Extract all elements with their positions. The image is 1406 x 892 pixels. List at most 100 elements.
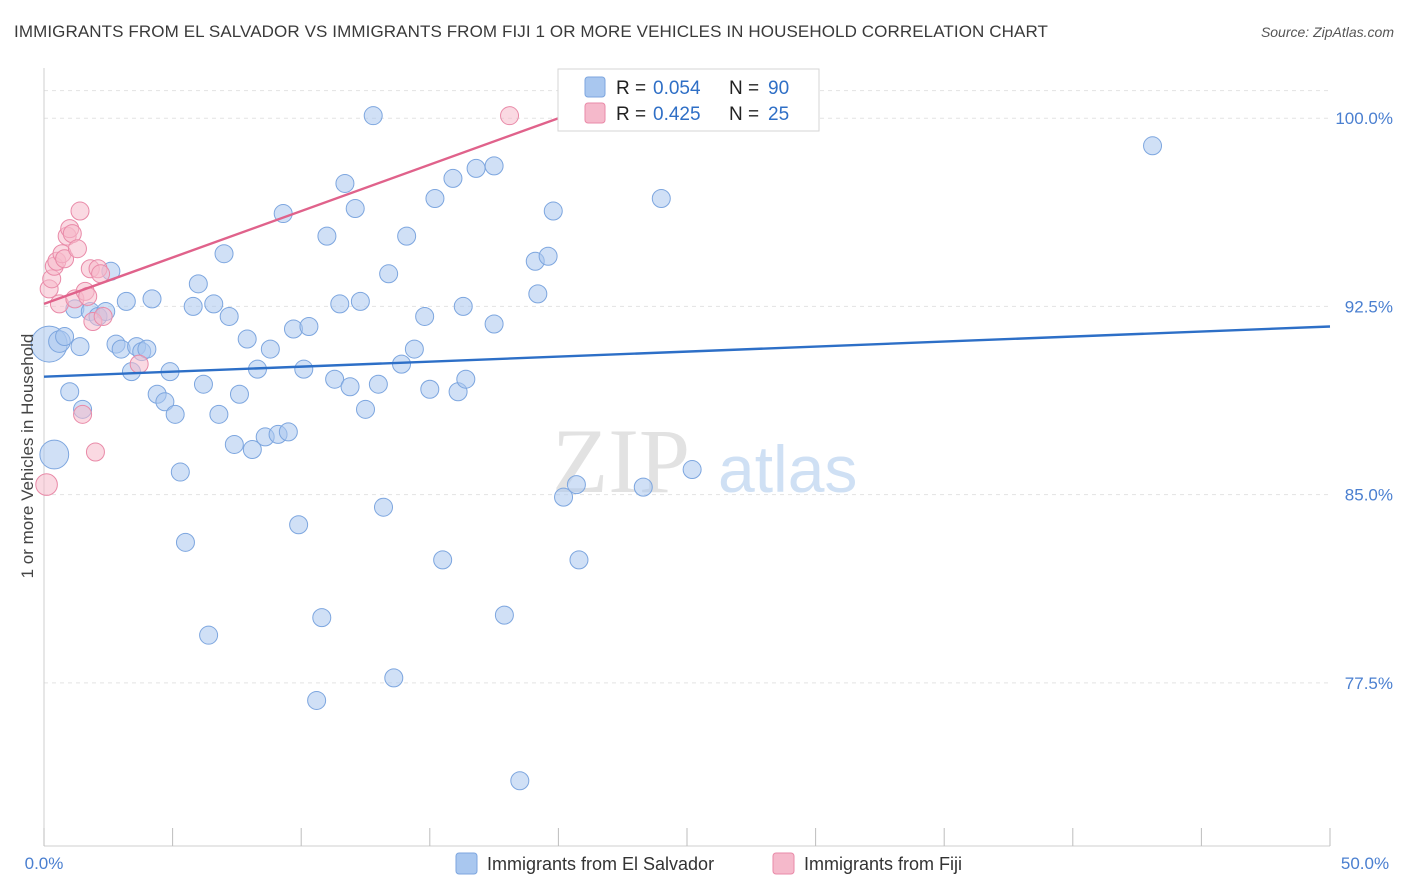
- legend-n-value-1: 90: [768, 78, 789, 99]
- el-salvador-point-76: [484, 156, 504, 176]
- legend: R = 0.054 N = 90 R = 0.425 N = 25: [557, 68, 820, 132]
- el-salvador-point-74: [466, 158, 486, 178]
- el-salvador-point-33: [219, 306, 239, 326]
- y-tick-label-3: 77.5%: [1345, 674, 1393, 693]
- legend-r-value-1: 0.054: [653, 78, 701, 99]
- fiji-point-23: [129, 354, 149, 374]
- x-ticks: [43, 828, 1331, 846]
- trend-lines: [43, 117, 1331, 378]
- el-salvador-point-50: [317, 226, 337, 246]
- el-salvador-point-75: [484, 314, 504, 334]
- bottom-legend-swatch-fiji: [772, 852, 795, 875]
- el-salvador-point-49: [312, 608, 332, 628]
- el-salvador-point-14: [116, 291, 136, 311]
- y-axis-label: 1 or more Vehicles in Household: [18, 334, 37, 579]
- watermark: ZIP atlas: [552, 410, 857, 512]
- watermark-zip: ZIP: [552, 410, 690, 512]
- chart-title: IMMIGRANTS FROM EL SALVADOR VS IMMIGRANT…: [14, 22, 1048, 41]
- el-salvador-point-51: [325, 369, 345, 389]
- el-salvador-point-72: [453, 296, 473, 316]
- el-salvador-point-84: [566, 475, 586, 495]
- x-tick-label-max: 50.0%: [1341, 854, 1389, 873]
- el-salvador-point-6: [70, 337, 90, 357]
- bottom-legend-swatch-el-salvador: [455, 852, 478, 875]
- legend-r-label-2: R =: [616, 104, 646, 125]
- el-salvador-point-68: [425, 189, 445, 209]
- fiji-trend-line: [43, 117, 559, 306]
- legend-r-value-2: 0.425: [653, 104, 701, 125]
- el-salvador-point-70: [443, 168, 463, 188]
- el-salvador-point-37: [242, 439, 262, 459]
- el-salvador-point-24: [170, 462, 190, 482]
- el-salvador-point-81: [538, 246, 558, 266]
- legend-n-label-1: N =: [729, 78, 759, 99]
- el-salvador-point-1: [39, 439, 70, 470]
- el-salvador-point-58: [363, 106, 383, 126]
- el-salvador-point-29: [199, 625, 219, 645]
- el-salvador-point-27: [188, 274, 208, 294]
- el-salvador-point-80: [528, 284, 548, 304]
- el-salvador-point-43: [278, 422, 298, 442]
- el-salvador-point-32: [214, 244, 234, 264]
- el-salvador-point-45: [289, 515, 309, 535]
- y-tick-label-0: 100.0%: [1335, 109, 1393, 128]
- el-salvador-point-62: [384, 668, 404, 688]
- el-salvador-point-18: [137, 339, 157, 359]
- el-salvador-point-40: [260, 339, 280, 359]
- fiji-point-0: [35, 473, 58, 496]
- el-salvador-point-35: [229, 384, 249, 404]
- el-salvador-point-82: [543, 201, 563, 221]
- el-salvador-point-86: [633, 477, 653, 497]
- el-salvador-point-53: [335, 173, 355, 193]
- x-tick-label-min: 0.0%: [25, 854, 64, 873]
- legend-swatch-fiji: [584, 102, 606, 124]
- el-salvador-point-47: [299, 316, 319, 336]
- el-salvador-point-66: [415, 306, 435, 326]
- el-salvador-point-89: [1143, 136, 1163, 156]
- y-tick-label-2: 85.0%: [1345, 486, 1393, 505]
- el-salvador-point-61: [379, 264, 399, 284]
- el-salvador-point-52: [330, 294, 350, 314]
- fiji-point-12: [67, 239, 87, 259]
- el-salvador-point-46: [294, 359, 314, 379]
- el-salvador-point-36: [237, 329, 257, 349]
- el-salvador-point-4: [60, 382, 80, 402]
- el-salvador-point-77: [494, 605, 514, 625]
- el-salvador-point-65: [404, 339, 424, 359]
- y-tick-labels: 100.0% 92.5% 85.0% 77.5%: [1335, 109, 1393, 693]
- el-salvador-point-87: [651, 189, 671, 209]
- fiji-point-14: [73, 404, 93, 424]
- el-salvador-point-78: [510, 771, 530, 791]
- el-salvador-point-25: [175, 532, 195, 552]
- bottom-legend: Immigrants from El Salvador Immigrants f…: [455, 852, 962, 875]
- bottom-legend-label-el-salvador: Immigrants from El Salvador: [487, 854, 714, 874]
- el-salvador-point-23: [165, 404, 185, 424]
- el-salvador-point-67: [420, 379, 440, 399]
- legend-swatch-el-salvador: [584, 76, 606, 98]
- el-salvador-point-28: [193, 374, 213, 394]
- el-salvador-point-59: [368, 374, 388, 394]
- el-salvador-point-34: [224, 434, 244, 454]
- el-salvador-point-60: [374, 497, 394, 517]
- el-salvador-trend-line: [43, 325, 1331, 378]
- el-salvador-point-69: [433, 550, 453, 570]
- legend-n-label-2: N =: [729, 104, 759, 125]
- fiji-point-7: [55, 249, 75, 269]
- el-salvador-point-54: [340, 377, 360, 397]
- el-salvador-point-31: [209, 404, 229, 424]
- el-salvador-point-57: [356, 399, 375, 419]
- el-salvador-point-48: [307, 690, 327, 710]
- watermark-atlas: atlas: [718, 432, 857, 506]
- fiji-point-19: [85, 442, 105, 462]
- el-salvador-point-55: [345, 199, 365, 219]
- el-salvador-point-88: [682, 460, 702, 480]
- fiji-point-13: [70, 201, 90, 221]
- bottom-legend-label-fiji: Immigrants from Fiji: [804, 854, 962, 874]
- legend-r-label-1: R =: [616, 78, 646, 99]
- el-salvador-point-30: [204, 294, 224, 314]
- fiji-point-22: [93, 306, 113, 326]
- el-salvador-point-56: [350, 291, 370, 311]
- el-salvador-point-3: [55, 327, 75, 347]
- chart-source: Source: ZipAtlas.com: [1260, 24, 1394, 40]
